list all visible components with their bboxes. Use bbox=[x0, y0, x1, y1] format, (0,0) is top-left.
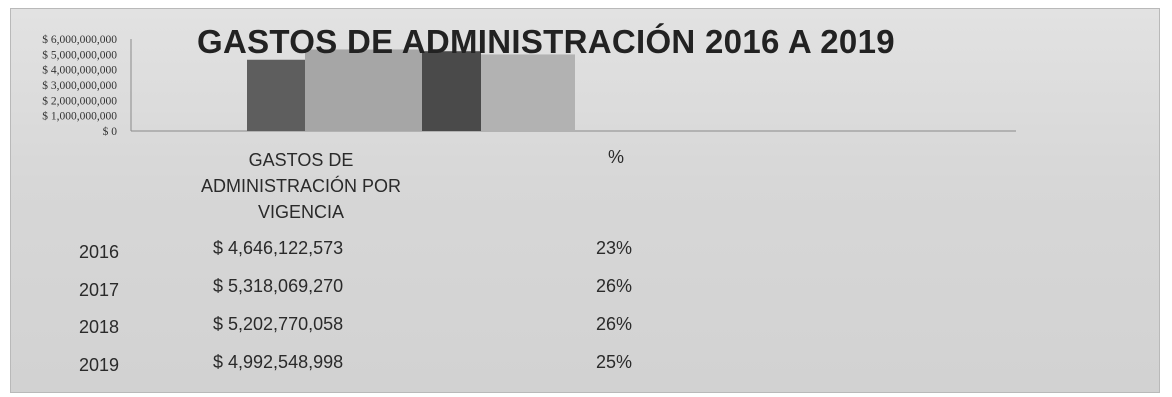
table-header-amount: GASTOS DE ADMINISTRACIÓN POR VIGENCIA bbox=[200, 150, 401, 222]
table-row-year: 2019 bbox=[79, 355, 120, 375]
table-row-amount: $ 4,646,122,573 bbox=[213, 238, 344, 258]
table-row-year: 2016 bbox=[79, 242, 120, 262]
chart-title: GASTOS DE ADMINISTRACIÓN 2016 A 2019 bbox=[197, 23, 895, 60]
y-tick-label: $ 6,000,000,000 bbox=[42, 33, 117, 46]
y-tick-label: $ 3,000,000,000 bbox=[42, 79, 117, 92]
y-tick-label: $ 4,000,000,000 bbox=[42, 64, 117, 77]
y-tick-label: $ 5,000,000,000 bbox=[42, 48, 117, 61]
table-header-pct: % bbox=[608, 147, 625, 167]
y-tick-label: $ 2,000,000,000 bbox=[42, 94, 117, 107]
bar-chart: $ 0 $ 1,000,000,000 $ 2,000,000,000 $ 3,000… bbox=[42, 33, 1016, 138]
table-row-pct: 23% bbox=[596, 238, 633, 258]
bar-2018 bbox=[422, 51, 481, 131]
chart-frame: $ 0 $ 1,000,000,000 $ 2,000,000,000 $ 3,000… bbox=[10, 8, 1160, 393]
bar-2017 bbox=[305, 49, 422, 132]
bar-2019 bbox=[481, 54, 575, 131]
table-row-pct: 25% bbox=[596, 352, 633, 372]
y-tick-label: $ 1,000,000,000 bbox=[42, 110, 117, 123]
table-row-pct: 26% bbox=[596, 314, 633, 334]
table-row-year: 2018 bbox=[79, 317, 120, 337]
table-row-amount: $ 4,992,548,998 bbox=[213, 352, 344, 372]
y-tick-label: $ 0 bbox=[103, 125, 118, 138]
table-row-pct: 26% bbox=[596, 276, 633, 296]
table-row-amount: $ 5,318,069,270 bbox=[213, 276, 344, 296]
table-row-year: 2017 bbox=[79, 280, 120, 300]
bar-2016 bbox=[247, 59, 305, 131]
table-row-amount: $ 5,202,770,058 bbox=[213, 314, 344, 334]
